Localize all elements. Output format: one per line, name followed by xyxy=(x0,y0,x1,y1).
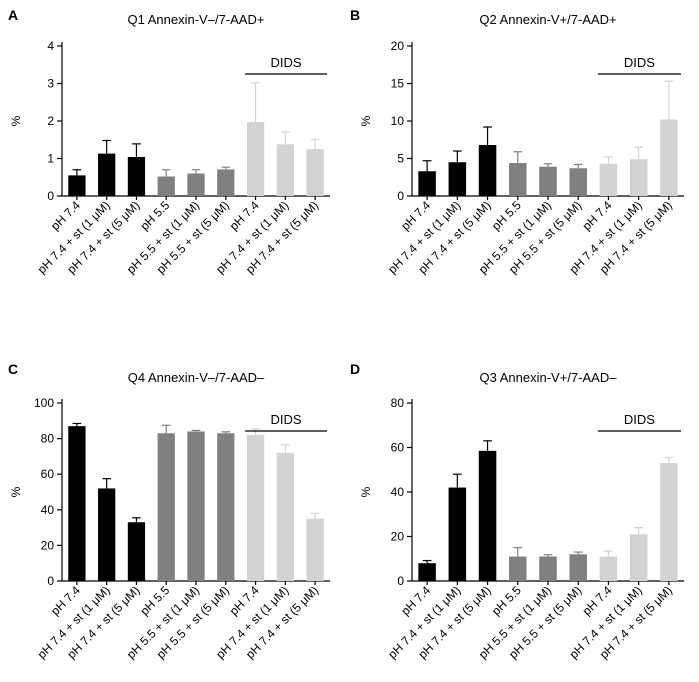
bar xyxy=(569,554,587,581)
chart-title: Q4 Annexin-V–/7-AAD– xyxy=(128,370,265,385)
bar xyxy=(569,168,587,196)
y-tick-label: 80 xyxy=(391,396,405,410)
bar xyxy=(306,149,324,196)
bar xyxy=(217,433,235,581)
bar xyxy=(629,534,648,581)
y-tick-label: 20 xyxy=(391,530,405,544)
y-tick-label: 0 xyxy=(397,574,404,588)
y-tick-label: 100 xyxy=(34,396,54,410)
bar xyxy=(276,144,294,196)
bar xyxy=(306,518,324,581)
y-tick-label: 20 xyxy=(41,538,55,552)
bar xyxy=(246,435,265,581)
bar xyxy=(418,171,436,196)
bar xyxy=(509,163,527,196)
y-axis-label: % xyxy=(359,115,373,126)
bar xyxy=(599,163,618,196)
chart-title: Q1 Annexin-V–/7-AAD+ xyxy=(128,12,265,27)
panel-letter: B xyxy=(350,7,360,23)
y-tick-label: 20 xyxy=(391,39,405,53)
y-tick-label: 0 xyxy=(47,189,54,203)
bar xyxy=(187,431,205,581)
dids-label: DIDS xyxy=(271,412,302,427)
bar xyxy=(478,145,497,196)
y-tick-label: 2 xyxy=(47,114,54,128)
bar xyxy=(127,522,146,581)
y-axis-label: % xyxy=(9,115,23,126)
panel-letter: C xyxy=(8,361,18,377)
bar xyxy=(187,173,205,196)
bar xyxy=(629,159,648,196)
bar xyxy=(448,162,467,196)
y-tick-label: 1 xyxy=(47,152,54,166)
y-tick-label: 40 xyxy=(41,503,55,517)
dids-label: DIDS xyxy=(624,55,655,70)
bar xyxy=(68,426,86,581)
bar xyxy=(539,166,557,196)
y-tick-label: 3 xyxy=(47,77,54,91)
y-tick-label: 15 xyxy=(391,77,405,91)
y-tick-label: 80 xyxy=(41,432,55,446)
panel-letter: D xyxy=(350,361,360,377)
y-axis-label: % xyxy=(359,486,373,497)
y-tick-label: 10 xyxy=(391,114,405,128)
dids-label: DIDS xyxy=(624,412,655,427)
bar xyxy=(478,450,497,581)
bar xyxy=(157,433,175,581)
bar xyxy=(276,452,294,581)
bar xyxy=(509,556,527,581)
bar xyxy=(599,556,618,581)
bar xyxy=(660,119,678,196)
dids-label: DIDS xyxy=(271,55,302,70)
bar xyxy=(127,157,146,196)
chart-title: Q2 Annexin-V+/7-AAD+ xyxy=(479,12,616,27)
bar xyxy=(539,556,557,581)
bar xyxy=(98,153,116,196)
bar xyxy=(448,487,467,581)
y-axis-label: % xyxy=(9,486,23,497)
y-tick-label: 60 xyxy=(391,441,405,455)
panel-letter: A xyxy=(8,7,18,23)
bar xyxy=(98,488,116,581)
bar xyxy=(157,176,175,196)
bar xyxy=(68,175,86,196)
y-tick-label: 0 xyxy=(47,574,54,588)
y-tick-label: 0 xyxy=(397,189,404,203)
y-tick-label: 40 xyxy=(391,485,405,499)
chart-title: Q3 Annexin-V+/7-AAD– xyxy=(480,370,618,385)
bar xyxy=(217,169,235,196)
bar xyxy=(660,463,678,581)
y-tick-label: 4 xyxy=(47,39,54,53)
bar xyxy=(246,122,265,196)
y-tick-label: 60 xyxy=(41,467,55,481)
y-tick-label: 5 xyxy=(397,152,404,166)
bar xyxy=(418,563,436,581)
